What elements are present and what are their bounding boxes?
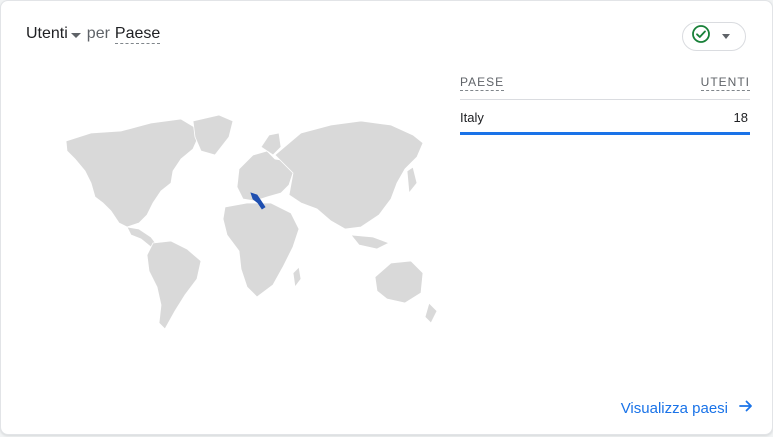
map-indonesia xyxy=(350,234,390,250)
map-new-zealand xyxy=(424,302,438,324)
metric-label: Utenti xyxy=(26,25,68,42)
map-africa xyxy=(222,202,300,298)
map-madagascar xyxy=(292,266,302,289)
share-bar xyxy=(460,132,750,135)
metric-selector[interactable]: Utenti xyxy=(26,25,87,43)
caret-down-icon xyxy=(70,32,81,38)
map-asia xyxy=(274,120,424,230)
view-countries-link[interactable]: Visualizza paesi xyxy=(621,398,754,418)
card-title: Utenti per Paese xyxy=(26,23,161,45)
country-table: PAESE UTENTI Italy 18 xyxy=(460,73,750,135)
header-divider xyxy=(460,99,750,100)
map-north-america xyxy=(65,118,202,228)
world-map xyxy=(65,114,438,330)
map-greenland xyxy=(192,114,234,156)
chevron-down-icon xyxy=(722,34,730,39)
arrow-right-icon xyxy=(738,398,754,418)
column-header-country[interactable]: PAESE xyxy=(460,75,505,91)
map-japan xyxy=(406,166,418,195)
table-row: Italy 18 xyxy=(460,100,750,134)
map-italy xyxy=(250,192,266,210)
table-header: PAESE UTENTI xyxy=(460,73,750,93)
map-south-america xyxy=(146,240,202,330)
status-menu-button[interactable] xyxy=(682,22,746,51)
view-countries-label: Visualizza paesi xyxy=(620,399,728,417)
country-cell: Italy xyxy=(460,109,484,125)
users-cell: 18 xyxy=(733,109,748,125)
connector-text: per xyxy=(86,25,110,42)
map-scandinavia xyxy=(260,132,282,156)
check-circle-icon xyxy=(691,24,711,49)
map-australia xyxy=(374,260,424,304)
column-header-users[interactable]: UTENTI xyxy=(700,75,750,91)
dimension-selector[interactable]: Paese xyxy=(114,24,161,44)
